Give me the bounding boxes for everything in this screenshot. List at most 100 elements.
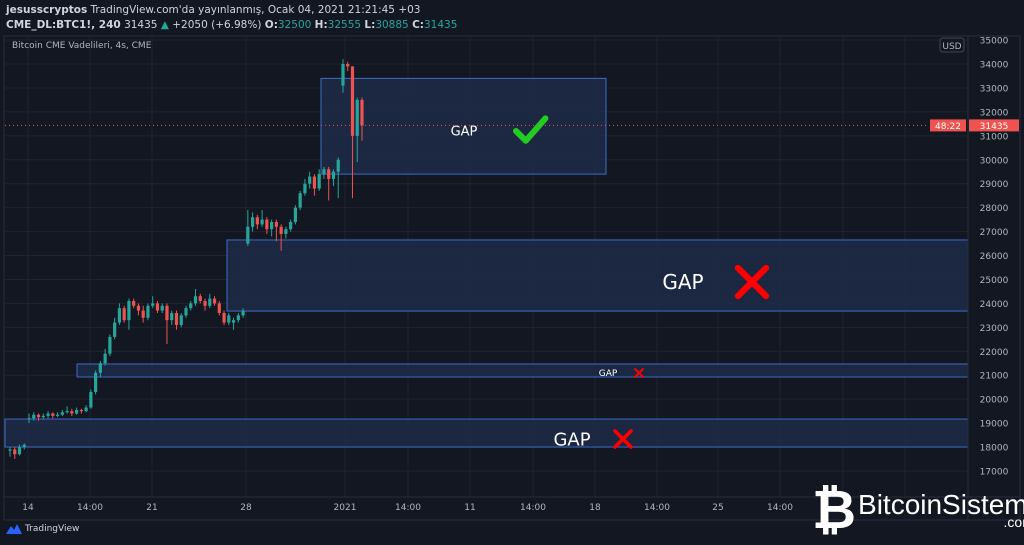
candle: [255, 214, 259, 230]
candle-body: [322, 169, 326, 175]
candle: [70, 408, 74, 416]
candle: [322, 166, 326, 179]
candle-body: [32, 414, 36, 419]
candle: [27, 413, 31, 424]
candle: [312, 174, 317, 196]
candle: [336, 157, 340, 199]
candle: [193, 289, 198, 306]
candles: [8, 59, 364, 460]
candle: [103, 348, 107, 366]
candle: [308, 171, 312, 189]
candle-body: [308, 176, 312, 184]
author[interactable]: jesusscryptos: [6, 4, 88, 16]
candle: [160, 303, 164, 313]
candle: [260, 210, 264, 227]
check-icon: [513, 115, 549, 144]
candle: [22, 443, 26, 450]
candle: [284, 226, 288, 239]
currency-label: USD: [942, 42, 961, 52]
candle: [270, 219, 274, 237]
candle-body: [22, 444, 26, 448]
time-axis[interactable]: 14 14:00 21 28 2021 14:00 11 14:00 18 14:00 25 14:0…: [22, 503, 793, 513]
time-tick-label: 14:00: [395, 503, 421, 513]
candle: [36, 413, 41, 421]
candle: [141, 305, 145, 323]
gap-label: GAP: [662, 270, 703, 294]
candle: [84, 405, 88, 413]
candle-body: [236, 315, 240, 321]
currency-button[interactable]: USD: [939, 37, 965, 53]
price-tick-label: 33000: [980, 84, 1009, 94]
countdown-bg: [930, 119, 966, 132]
candle: [189, 301, 193, 311]
candle: [341, 59, 345, 93]
gap-zone: [226, 239, 969, 312]
candle: [293, 205, 298, 225]
watermark-tld: .com: [1003, 514, 1024, 530]
candle-body: [327, 169, 331, 179]
publish-info: jesusscryptos TradingView.com'da yayınla…: [6, 4, 420, 16]
pane-title: Bitcoin CME Vadelileri, 4s, CME: [12, 41, 152, 51]
candle: [32, 412, 36, 421]
candle-body: [89, 391, 93, 408]
candle-body: [127, 301, 131, 321]
candle-body: [208, 298, 212, 306]
last-price-label: 31435: [980, 122, 1009, 132]
candle-body: [170, 312, 174, 321]
tradingview-logo[interactable]: TradingView: [6, 524, 79, 534]
price-tick-label: 21000: [980, 372, 1009, 382]
candle: [17, 444, 22, 456]
candle: [113, 317, 117, 340]
candle: [298, 190, 302, 211]
candle: [217, 301, 221, 316]
candle-body: [70, 411, 74, 414]
candle: [250, 212, 255, 232]
gap-zone: [76, 363, 969, 378]
candle: [146, 303, 150, 321]
price-tick-label: 34000: [980, 61, 1009, 71]
candle: [198, 293, 202, 304]
candle: [203, 298, 207, 311]
candle-body: [274, 222, 278, 227]
last-price-label-bg: [969, 119, 1019, 132]
candle: [165, 303, 169, 345]
candle-body: [346, 64, 350, 67]
candle-body: [98, 363, 102, 373]
price-tick-label: 22000: [980, 348, 1009, 358]
candle-body: [260, 219, 264, 225]
candle: [117, 303, 122, 325]
candle: [246, 210, 250, 246]
time-tick-label: 14: [22, 503, 34, 513]
time-tick-label: 21: [146, 503, 157, 513]
price-axis[interactable]: 35000 34000 33000 32000 31000 30000 29000 28000…: [980, 37, 1009, 478]
candle: [208, 293, 212, 309]
candle-body: [198, 296, 202, 302]
candle-body: [151, 303, 155, 306]
price-tick-label: 28000: [980, 204, 1009, 214]
candle-body: [270, 222, 274, 230]
candle-body: [65, 411, 69, 413]
time-tick-label: 14:00: [644, 503, 670, 513]
candle-body: [165, 305, 169, 321]
candle-body: [103, 353, 107, 364]
candle-body: [293, 207, 298, 223]
price-change: +2050 (+6.98%): [172, 19, 262, 31]
high-label: H:: [314, 19, 328, 31]
candle-body: [79, 409, 83, 412]
candle: [236, 312, 240, 323]
candle-body: [298, 193, 302, 208]
candle: [331, 169, 336, 187]
gap-zone: [320, 77, 607, 175]
tradingview-icon: [6, 524, 22, 534]
cross-icon: [613, 429, 633, 449]
candle: [74, 407, 79, 415]
candle-body: [312, 176, 317, 189]
last-price: 31435: [124, 19, 158, 31]
gap-zones: GAP GAP GAP GAP: [4, 77, 969, 450]
symbol[interactable]: CME_DL:BTC1!, 240: [6, 19, 121, 31]
price-tick-label: 27000: [980, 228, 1009, 238]
candle-body: [13, 449, 17, 455]
candle-body: [113, 322, 117, 337]
candle-body: [336, 159, 340, 172]
